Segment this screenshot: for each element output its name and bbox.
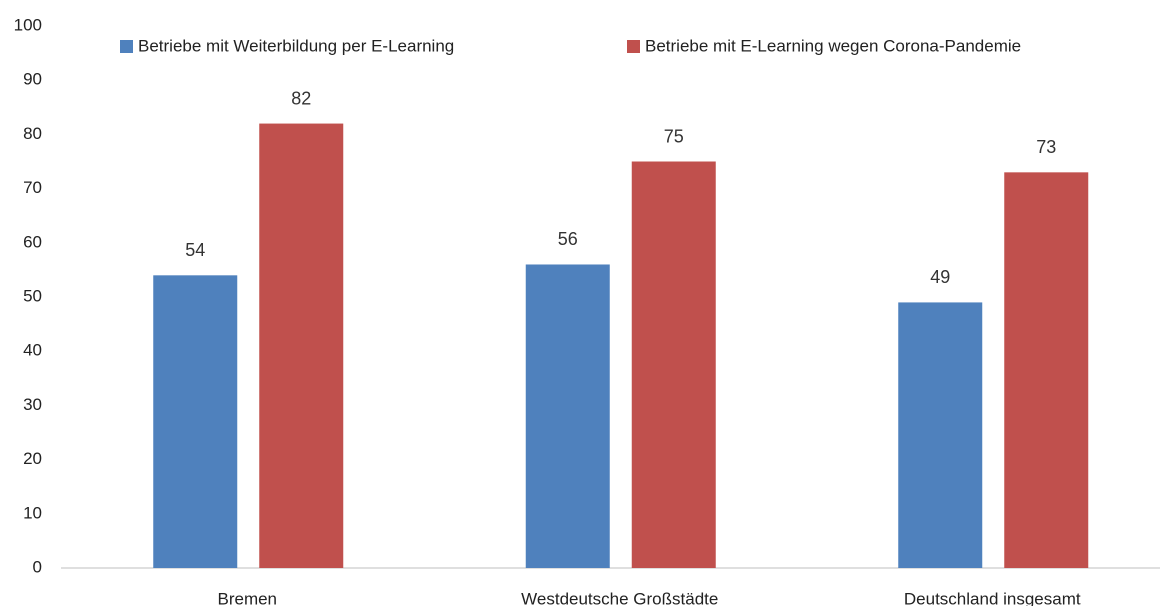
bar [525,264,610,568]
x-tick-label: Westdeutsche Großstädte [521,589,718,606]
y-tick-label: 30 [23,395,42,414]
value-label: 82 [291,88,311,108]
legend-swatch [627,40,640,53]
value-label: 54 [185,240,205,260]
y-tick-label: 40 [23,341,42,360]
x-tick-label: Bremen [217,589,277,606]
y-tick-label: 20 [23,449,42,468]
value-label: 49 [930,267,950,287]
y-tick-label: 100 [14,15,42,34]
y-tick-label: 10 [23,503,42,522]
legend-label: Betriebe mit Weiterbildung per E-Learnin… [138,36,454,55]
value-label: 56 [558,229,578,249]
y-tick-label: 0 [33,557,42,576]
legend-swatch [120,40,133,53]
y-tick-label: 60 [23,232,42,251]
bar [898,302,983,568]
x-tick-label: Deutschland insgesamt [904,589,1081,606]
bar [153,275,238,568]
value-label: 75 [664,126,684,146]
value-label: 73 [1036,137,1056,157]
y-tick-label: 80 [23,124,42,143]
bar [259,123,344,568]
y-tick-label: 50 [23,286,42,305]
bar [631,161,716,568]
legend-label: Betriebe mit E-Learning wegen Corona-Pan… [645,36,1021,55]
y-tick-label: 70 [23,178,42,197]
y-tick-label: 90 [23,70,42,89]
bar [1004,172,1089,568]
